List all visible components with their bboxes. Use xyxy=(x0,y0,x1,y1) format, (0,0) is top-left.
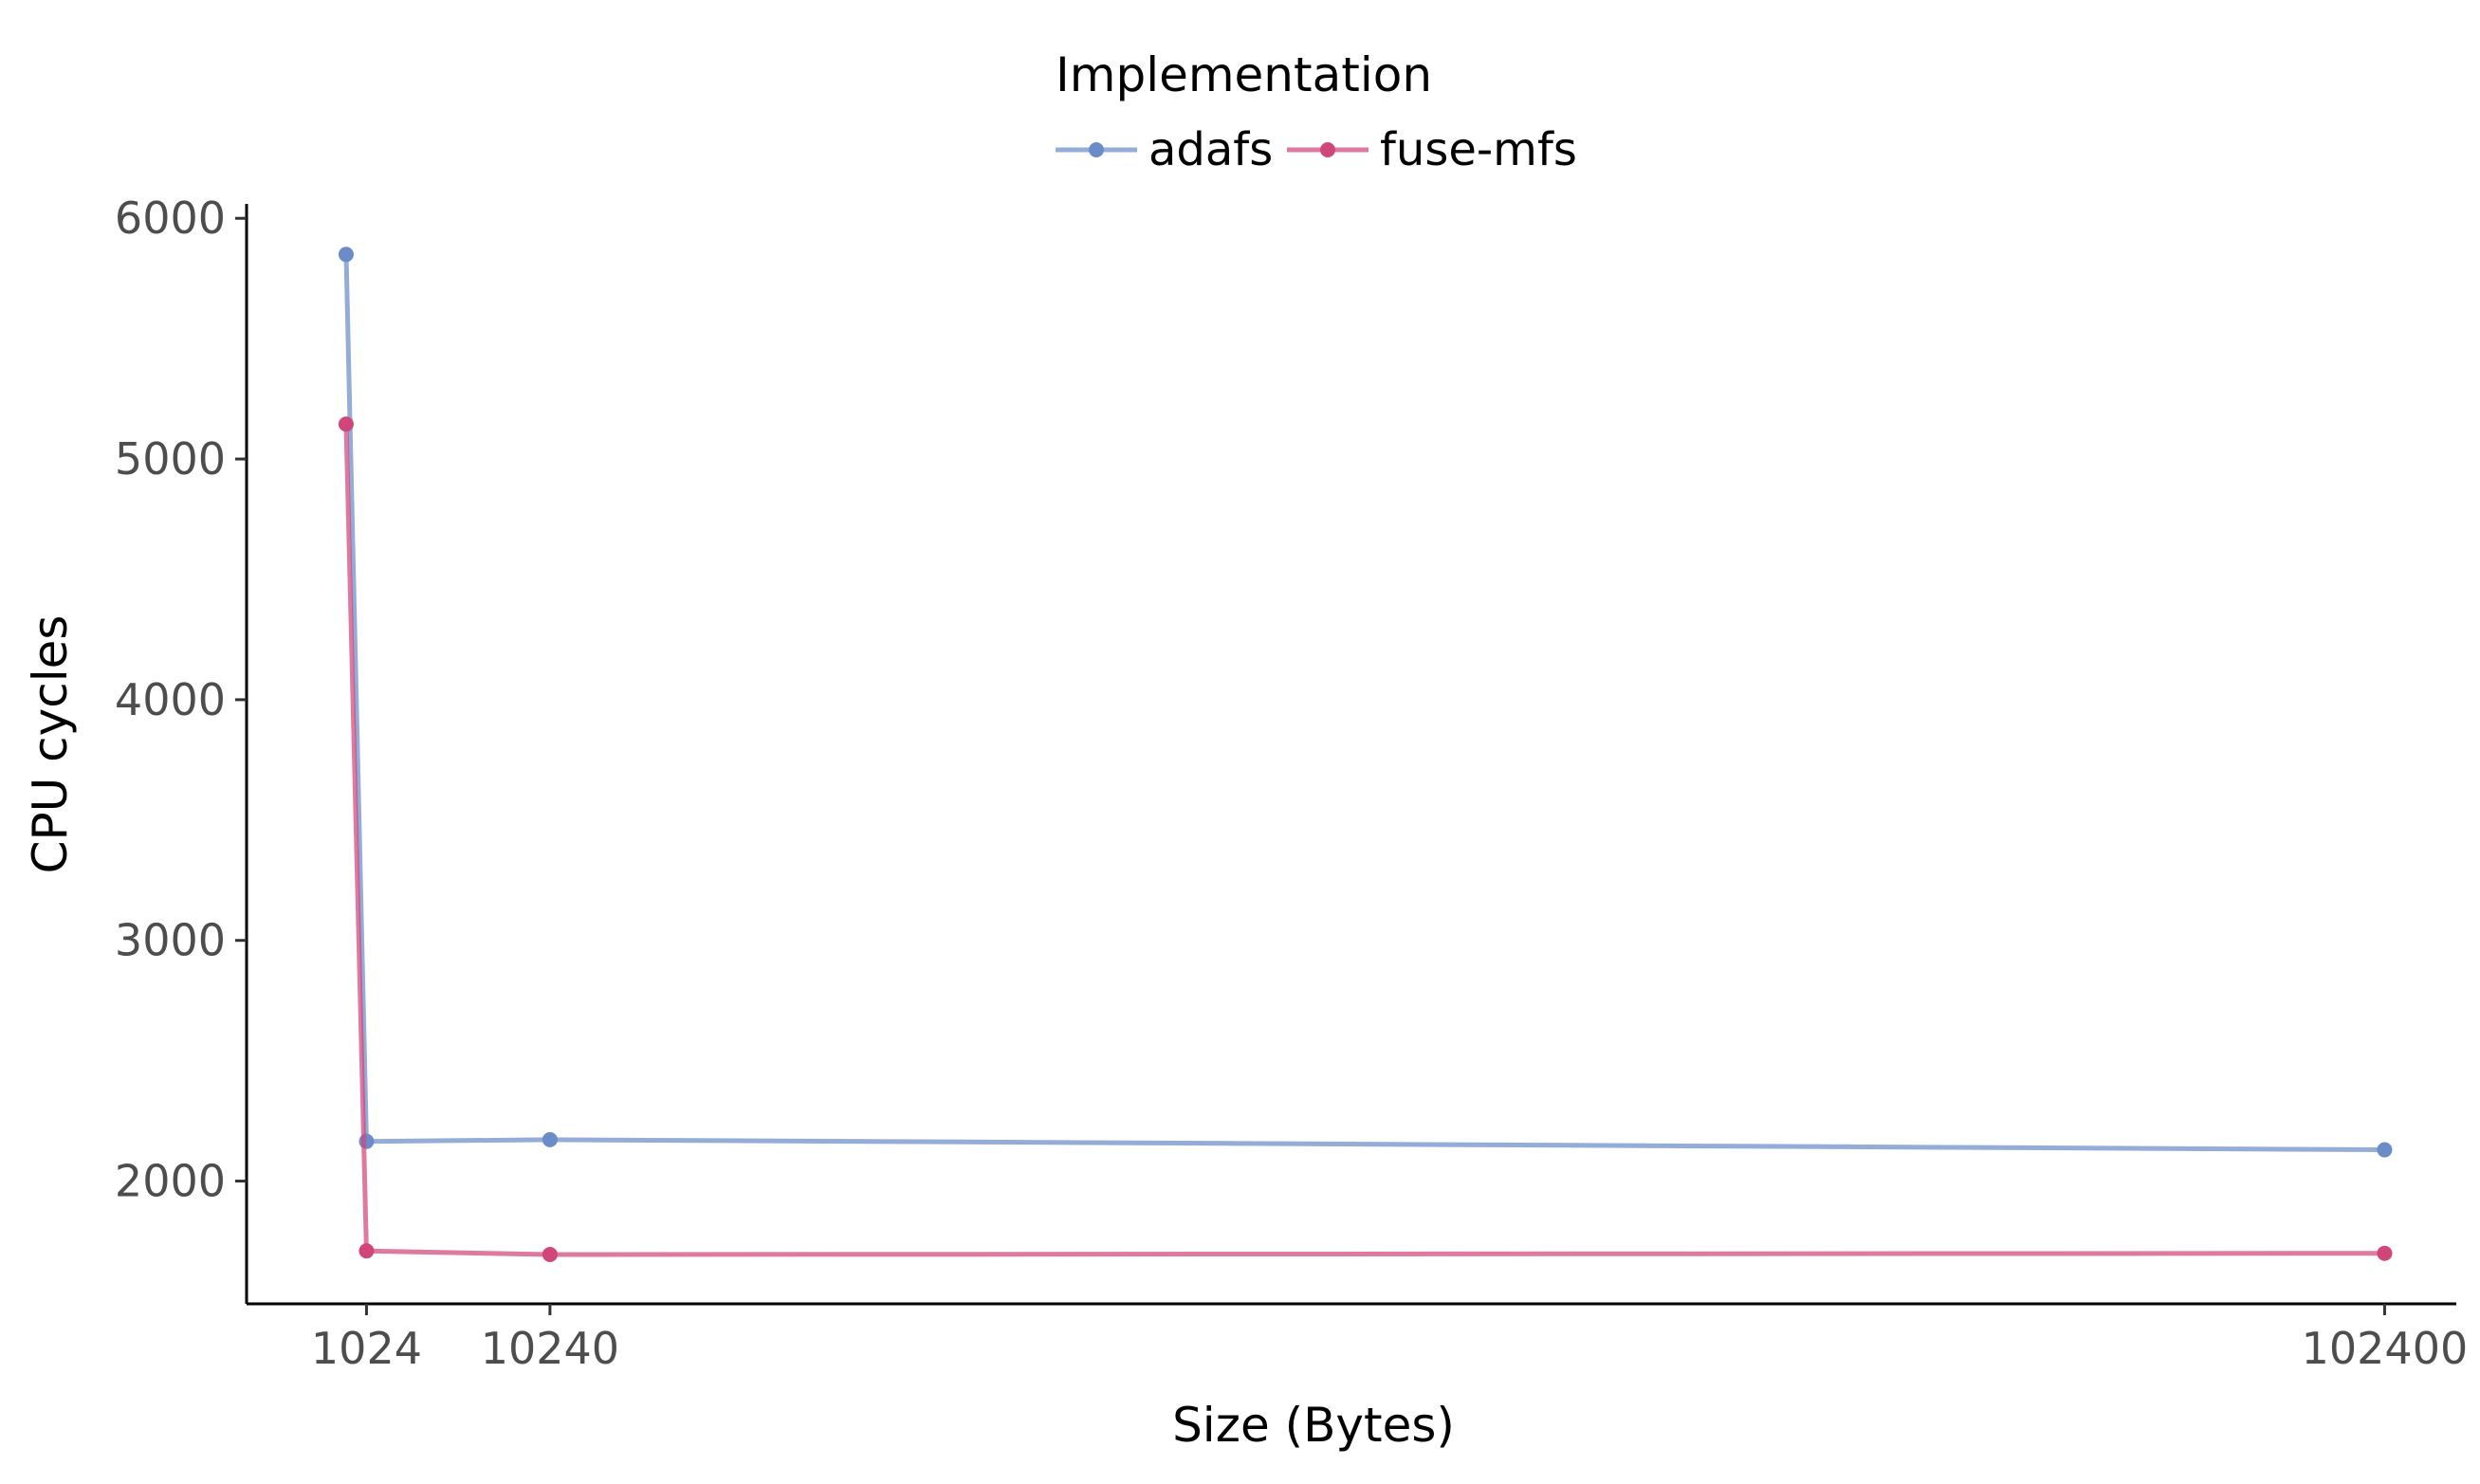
x-tick-label: 102400 xyxy=(2302,1323,2469,1374)
legend-label: fuse-mfs xyxy=(1380,123,1577,176)
legend-swatch-point xyxy=(1089,142,1104,157)
data-point-adafs xyxy=(542,1131,558,1147)
data-point-adafs xyxy=(2377,1142,2393,1158)
series-layer xyxy=(338,247,2393,1262)
data-point-fuse-mfs xyxy=(338,416,354,432)
data-point-adafs xyxy=(358,1133,375,1149)
x-tick-label: 10240 xyxy=(481,1323,619,1374)
y-tick-label: 3000 xyxy=(115,915,226,966)
legend-title: Implementation xyxy=(1056,47,1432,102)
data-point-fuse-mfs xyxy=(2377,1245,2393,1261)
x-axis-title: Size (Bytes) xyxy=(1172,1398,1455,1453)
legend-label: adafs xyxy=(1148,123,1273,176)
data-point-fuse-mfs xyxy=(542,1246,558,1262)
series-line-adafs xyxy=(343,254,2385,1152)
legend: Implementation adafs fuse-mfs xyxy=(1056,47,1577,176)
x-tick-label: 1024 xyxy=(311,1323,422,1374)
y-tick-label: 6000 xyxy=(115,192,226,244)
data-point-adafs xyxy=(338,247,354,263)
y-tick-label: 5000 xyxy=(115,433,226,485)
data-point-fuse-mfs xyxy=(358,1243,375,1259)
legend-swatch-point xyxy=(1320,142,1335,157)
series-adafs xyxy=(338,247,2393,1158)
axes: 2000 3000 4000 5000 6000 1024 10240 102400 xyxy=(115,192,2468,1374)
series-fuse-mfs xyxy=(338,416,2393,1262)
y-tick-label: 4000 xyxy=(115,674,226,725)
y-axis-title: CPU cycles xyxy=(23,615,78,874)
legend-item-adafs: adafs xyxy=(1056,123,1273,176)
legend-item-fuse-mfs: fuse-mfs xyxy=(1287,123,1577,176)
series-line-fuse-mfs xyxy=(343,424,2385,1257)
y-tick-label: 2000 xyxy=(115,1156,226,1207)
